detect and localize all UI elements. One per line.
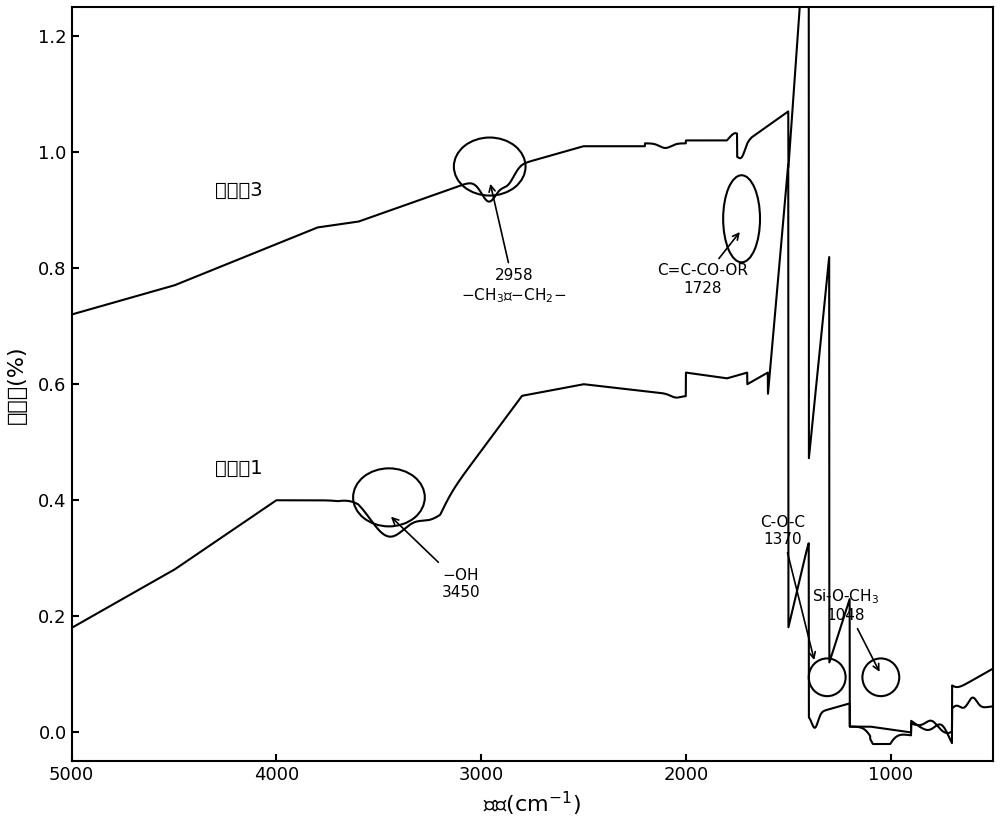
Text: 实施例3: 实施例3 (215, 181, 263, 200)
Text: $-$OH
3450: $-$OH 3450 (392, 518, 480, 601)
Text: 对比例1: 对比例1 (215, 460, 263, 478)
X-axis label: 波长(cm$^{-1}$): 波长(cm$^{-1}$) (483, 790, 581, 818)
Text: C=C-CO-OR
1728: C=C-CO-OR 1728 (657, 233, 748, 296)
Text: 2958
$-$CH$_3$，$-$CH$_2$$-$: 2958 $-$CH$_3$，$-$CH$_2$$-$ (461, 186, 567, 304)
Y-axis label: 透过率(%): 透过率(%) (7, 345, 27, 423)
Text: C-O-C
1370: C-O-C 1370 (760, 515, 815, 658)
Text: Si-O-CH$_3$
1048: Si-O-CH$_3$ 1048 (812, 587, 879, 670)
